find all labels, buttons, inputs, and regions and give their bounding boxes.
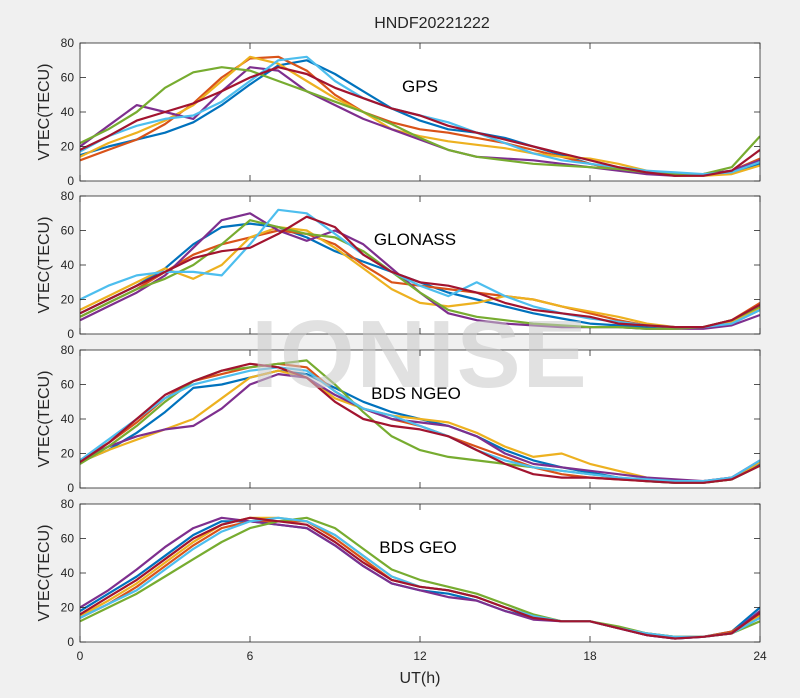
series-line	[80, 215, 760, 329]
x-tick-label: 18	[583, 649, 597, 663]
series-line	[80, 66, 760, 177]
x-tick-label: 0	[77, 649, 84, 663]
y-axis-label: VTEC(TECU)	[36, 371, 53, 468]
panel-bds-geo: 0 20 40 60 80 0 6 12 18 24 VTEC(TECU) BDS GEO	[36, 497, 767, 663]
y-tick-label: 20	[61, 447, 75, 461]
y-tick-label: 40	[61, 258, 75, 272]
plot-area	[80, 43, 760, 181]
y-tick-label: 0	[67, 481, 74, 495]
y-axis-label: VTEC(TECU)	[36, 217, 53, 314]
panel-label: GPS	[402, 77, 438, 96]
y-tick-label: 40	[61, 412, 75, 426]
y-tick-label: 0	[67, 635, 74, 649]
y-tick-label: 60	[61, 378, 75, 392]
y-tick-label: 80	[61, 497, 75, 511]
y-axis-label: VTEC(TECU)	[36, 64, 53, 161]
panel-gps: 0 20 40 60 80 VTEC(TECU) GPS	[36, 36, 761, 188]
y-tick-label: 80	[61, 343, 75, 357]
x-tick-label: 24	[753, 649, 767, 663]
y-tick-label: 0	[67, 174, 74, 188]
x-tick-label: 12	[413, 649, 427, 663]
y-tick-label: 20	[61, 140, 75, 154]
series-line	[80, 516, 760, 640]
series-line	[80, 366, 760, 483]
panel-glonass: 0 20 40 60 80 VTEC(TECU) GLONASS	[36, 189, 761, 341]
series-line	[80, 226, 760, 329]
y-axis-label: VTEC(TECU)	[36, 525, 53, 622]
y-tick-label: 60	[61, 71, 75, 85]
y-tick-label: 60	[61, 224, 75, 238]
series-line	[80, 219, 760, 330]
panel-bds-ngeo: 0 20 40 60 80 VTEC(TECU) BDS NGEO	[36, 343, 761, 495]
y-tick-label: 40	[61, 105, 75, 119]
chart-title: HNDF20221222	[374, 15, 490, 32]
y-tick-label: 60	[61, 532, 75, 546]
panel-label: BDS NGEO	[371, 384, 461, 403]
x-axis-label: UT(h)	[400, 670, 441, 687]
y-tick-label: 20	[61, 601, 75, 615]
x-tick-label: 6	[247, 649, 254, 663]
panel-label: BDS GEO	[379, 538, 456, 557]
plot-area	[80, 196, 760, 334]
y-tick-label: 20	[61, 293, 75, 307]
series-line	[80, 66, 760, 177]
series-line	[80, 373, 760, 483]
y-tick-label: 80	[61, 36, 75, 50]
y-tick-label: 80	[61, 189, 75, 203]
panel-label: GLONASS	[374, 230, 456, 249]
series-line	[80, 362, 760, 484]
y-tick-label: 0	[67, 327, 74, 341]
y-tick-label: 40	[61, 566, 75, 580]
plot-area	[80, 504, 760, 642]
